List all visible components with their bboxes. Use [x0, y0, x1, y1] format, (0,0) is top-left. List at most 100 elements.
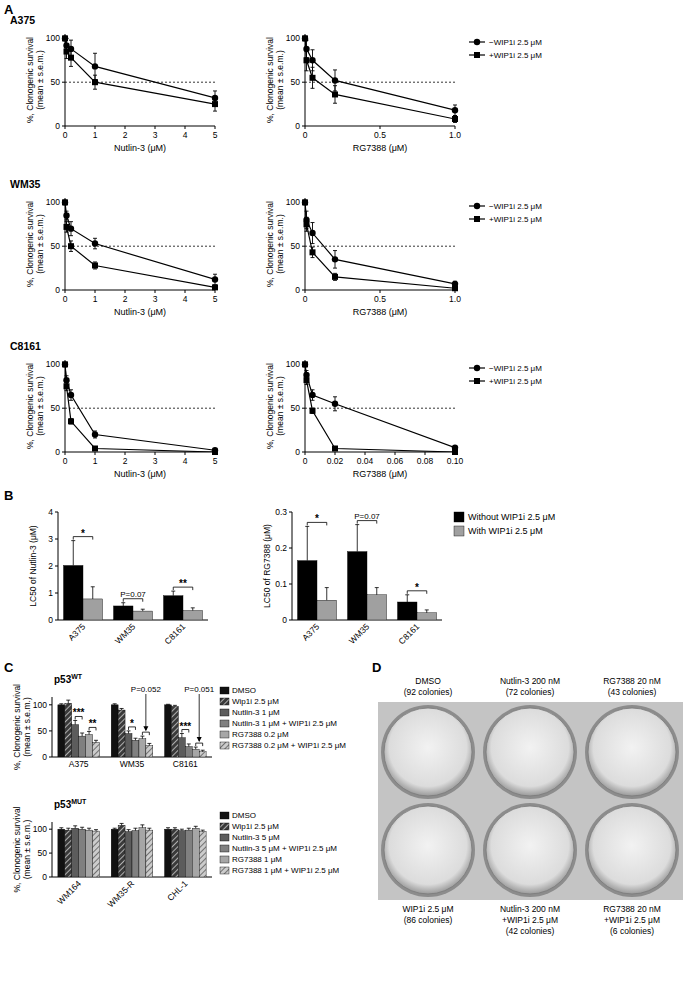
- y-tick-label: 4: [48, 507, 53, 517]
- error-bar: [355, 525, 359, 552]
- data-point: [332, 274, 338, 280]
- error-bar: [173, 828, 177, 829]
- bar: [165, 829, 172, 877]
- category-label: WM35: [120, 759, 145, 769]
- legend-swatch: [454, 512, 464, 522]
- legend-swatch: [220, 709, 229, 716]
- x-tick-label: 3: [153, 456, 158, 466]
- x-tick: [95, 126, 96, 129]
- x-tick-label: 1: [93, 130, 98, 140]
- legend-label: DMSO: [232, 811, 256, 820]
- bar: [298, 561, 318, 620]
- error-bar: [180, 829, 184, 830]
- y-tick-label: 100: [46, 33, 60, 43]
- bar: [72, 725, 79, 757]
- bar: [192, 749, 199, 757]
- annotation: *: [415, 582, 419, 593]
- y-tick: [55, 539, 58, 540]
- x-tick: [185, 290, 186, 293]
- data-point: [92, 445, 98, 451]
- legend-swatch: [220, 698, 229, 705]
- x-tick-label: 2: [123, 294, 128, 304]
- error-bar: [71, 541, 75, 566]
- legend-label: Nutlin-3 1 μM + WIP1i 2.5 μM: [232, 719, 337, 728]
- y-tick: [55, 620, 58, 621]
- plate-photo: [378, 702, 683, 900]
- y-tick-label: 0: [55, 285, 60, 295]
- y-tick-label: 100: [46, 359, 60, 369]
- y-tick-label: 0.2: [275, 543, 287, 553]
- data-point: [64, 224, 70, 230]
- x-tick-label: 0.06: [387, 456, 404, 466]
- legend-label: RG7388 1 μM: [232, 855, 282, 864]
- bar: [348, 552, 368, 620]
- error-bar: [94, 740, 98, 742]
- legend-marker: [474, 378, 480, 384]
- data-point: [212, 276, 218, 282]
- x-axis-label: RG7388 (μM): [353, 469, 408, 479]
- data-point: [62, 35, 68, 41]
- series-line: [65, 38, 215, 104]
- y-tick: [302, 246, 305, 247]
- bar: [79, 829, 86, 877]
- legend-swatch: [220, 812, 229, 819]
- threshold-line: [65, 246, 215, 247]
- legend-label: Nutlin-3 5 μM + WIP1i 2.5 μM: [232, 844, 337, 853]
- data-point: [92, 240, 98, 246]
- error-bar: [113, 828, 117, 830]
- data-point: [303, 46, 309, 52]
- plate-label: RG7388 20 nM: [603, 676, 661, 686]
- legend-marker: [474, 39, 480, 45]
- bar: [58, 829, 65, 877]
- x-tick: [95, 290, 96, 293]
- data-point: [332, 77, 338, 83]
- x-axis-label: Nutlin-3 (μM): [114, 143, 166, 153]
- data-point: [309, 57, 315, 63]
- error-bar: [133, 828, 137, 830]
- error-bars: [59, 823, 204, 831]
- x-tick: [305, 126, 306, 129]
- chart-title: A375: [10, 14, 35, 26]
- category-label: C8161: [396, 621, 421, 646]
- y-tick: [289, 512, 292, 513]
- bar: [133, 611, 153, 620]
- threshold-line: [65, 408, 215, 409]
- well: [486, 708, 574, 796]
- y-tick-label: 0: [42, 872, 47, 882]
- x-tick: [305, 290, 306, 293]
- y-tick: [62, 82, 65, 83]
- bar: [171, 829, 178, 877]
- legend-swatch: [220, 823, 229, 830]
- page: {"panels":["A","B","C","D"], "chart_data…: [0, 0, 685, 993]
- y-tick-label: 0: [295, 121, 300, 131]
- data-point: [452, 285, 458, 291]
- category-label: C8161: [162, 621, 187, 646]
- markers: [302, 199, 458, 291]
- bar: [65, 830, 72, 877]
- data-point: [212, 95, 218, 101]
- x-tick: [380, 126, 381, 129]
- error-bar: [66, 828, 70, 830]
- annotation-arrow: [199, 694, 200, 741]
- error-bars: [63, 364, 217, 452]
- data-point: [310, 75, 316, 81]
- panel-label: B: [4, 488, 13, 503]
- bar: [398, 602, 418, 620]
- data-point: [68, 55, 74, 61]
- x-tick-label: 5: [213, 294, 218, 304]
- well-rim: [585, 803, 679, 897]
- error-bar: [65, 222, 69, 233]
- bars: [58, 825, 206, 877]
- legend-swatch: [220, 720, 229, 727]
- error-bar: [80, 827, 84, 829]
- y-tick-label: 0: [48, 615, 53, 625]
- data-point: [92, 63, 98, 69]
- bar: [367, 595, 387, 620]
- well-rim: [483, 803, 577, 897]
- well-rim: [381, 803, 475, 897]
- annotation-arrowhead: [143, 726, 148, 731]
- bar: [72, 828, 79, 877]
- data-point: [68, 392, 74, 398]
- x-tick: [455, 126, 456, 129]
- bars: [298, 552, 437, 620]
